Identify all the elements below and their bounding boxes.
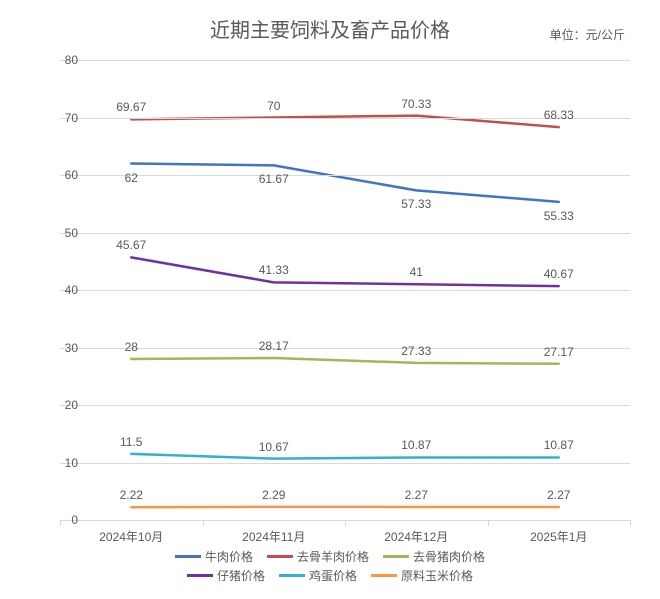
data-point-label: 70 bbox=[267, 99, 280, 113]
data-point-label: 45.67 bbox=[116, 238, 146, 252]
x-axis-tick bbox=[203, 520, 204, 526]
series-line bbox=[131, 257, 559, 286]
data-point-label: 27.33 bbox=[401, 344, 431, 358]
legend-swatch bbox=[371, 574, 397, 577]
x-axis-tick bbox=[488, 520, 489, 526]
gridline bbox=[60, 463, 630, 464]
legend-item: 原料玉米价格 bbox=[371, 567, 473, 584]
chart-unit-label: 单位：元/公斤 bbox=[550, 26, 625, 43]
y-axis-tick-label: 20 bbox=[65, 398, 78, 412]
y-axis-tick-label: 0 bbox=[71, 513, 78, 527]
legend-row: 牛肉价格 去骨羊肉价格 去骨猪肉价格 bbox=[0, 548, 660, 565]
data-point-label: 40.67 bbox=[544, 267, 574, 281]
gridline bbox=[60, 175, 630, 176]
data-point-label: 70.33 bbox=[401, 97, 431, 111]
y-axis-tick-label: 50 bbox=[65, 226, 78, 240]
legend-row: 仔猪价格 鸡蛋价格 原料玉米价格 bbox=[0, 567, 660, 584]
series-line bbox=[131, 454, 559, 459]
y-axis-tick-label: 60 bbox=[65, 168, 78, 182]
y-axis-tick-label: 40 bbox=[65, 283, 78, 297]
data-point-label: 2.27 bbox=[547, 488, 570, 502]
data-point-label: 41.33 bbox=[259, 263, 289, 277]
data-point-label: 28.17 bbox=[259, 339, 289, 353]
data-point-label: 10.87 bbox=[544, 438, 574, 452]
series-line bbox=[131, 164, 559, 202]
legend-label: 鸡蛋价格 bbox=[309, 567, 357, 584]
x-axis-tick-label: 2025年1月 bbox=[530, 528, 587, 545]
data-point-label: 61.67 bbox=[259, 172, 289, 186]
x-axis-tick-label: 2024年10月 bbox=[99, 528, 163, 545]
legend-label: 原料玉米价格 bbox=[401, 567, 473, 584]
series-line bbox=[131, 358, 559, 364]
x-axis-tick-label: 2024年12月 bbox=[384, 528, 448, 545]
data-point-label: 41 bbox=[410, 265, 423, 279]
data-point-label: 55.33 bbox=[544, 209, 574, 223]
chart-header: 近期主要饲料及畜产品价格 单位：元/公斤 bbox=[0, 0, 660, 50]
x-axis-tick bbox=[345, 520, 346, 526]
data-point-label: 10.87 bbox=[401, 438, 431, 452]
legend-label: 牛肉价格 bbox=[205, 548, 253, 565]
y-axis-tick-label: 30 bbox=[65, 341, 78, 355]
data-point-label: 28 bbox=[125, 340, 138, 354]
gridline bbox=[60, 60, 630, 61]
data-point-label: 27.17 bbox=[544, 345, 574, 359]
legend-label: 去骨猪肉价格 bbox=[413, 548, 485, 565]
data-point-label: 2.29 bbox=[262, 488, 285, 502]
chart-container: 近期主要饲料及畜产品价格 单位：元/公斤 牛肉价格 去骨羊肉价格 去骨猪肉价格仔猪价… bbox=[0, 0, 660, 599]
chart-legend: 牛肉价格 去骨羊肉价格 去骨猪肉价格仔猪价格 鸡蛋价格 原料玉米价格 bbox=[0, 548, 660, 586]
data-point-label: 2.22 bbox=[120, 488, 143, 502]
legend-item: 去骨猪肉价格 bbox=[383, 548, 485, 565]
gridline bbox=[60, 233, 630, 234]
data-point-label: 62 bbox=[125, 171, 138, 185]
data-point-label: 57.33 bbox=[401, 197, 431, 211]
y-axis-tick-label: 70 bbox=[65, 111, 78, 125]
legend-swatch bbox=[267, 555, 293, 558]
legend-item: 鸡蛋价格 bbox=[279, 567, 357, 584]
data-point-label: 10.67 bbox=[259, 440, 289, 454]
data-point-label: 2.27 bbox=[405, 488, 428, 502]
x-axis-tick-label: 2024年11月 bbox=[242, 528, 305, 545]
legend-swatch bbox=[279, 574, 305, 577]
gridline bbox=[60, 290, 630, 291]
legend-item: 牛肉价格 bbox=[175, 548, 253, 565]
chart-lines-svg bbox=[0, 0, 660, 599]
x-axis-tick bbox=[630, 520, 631, 526]
data-point-label: 69.67 bbox=[116, 100, 146, 114]
gridline bbox=[60, 405, 630, 406]
legend-swatch bbox=[175, 555, 201, 558]
data-point-label: 11.5 bbox=[120, 435, 142, 449]
legend-item: 去骨羊肉价格 bbox=[267, 548, 369, 565]
data-point-label: 68.33 bbox=[544, 108, 574, 122]
legend-swatch bbox=[383, 555, 409, 558]
legend-swatch bbox=[187, 574, 213, 577]
y-axis-tick-label: 80 bbox=[65, 53, 78, 67]
legend-label: 仔猪价格 bbox=[217, 567, 265, 584]
y-axis-tick-label: 10 bbox=[65, 456, 78, 470]
x-axis-tick bbox=[60, 520, 61, 526]
legend-label: 去骨羊肉价格 bbox=[297, 548, 369, 565]
legend-item: 仔猪价格 bbox=[187, 567, 265, 584]
